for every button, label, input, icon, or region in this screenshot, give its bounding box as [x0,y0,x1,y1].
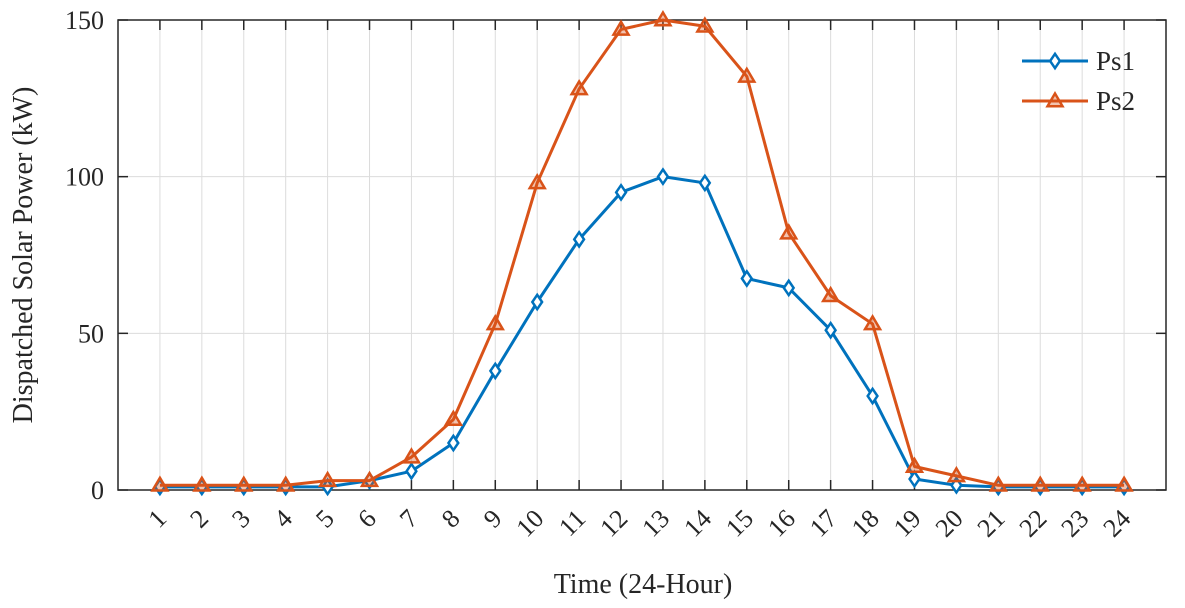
data-point-ps1 [446,433,460,453]
data-point-ps1 [405,461,418,481]
data-point-ps2 [1114,475,1134,492]
data-point-ps1 [572,229,586,249]
legend-entry-ps2: Ps2 [1022,86,1135,116]
y-tick-label: 100 [65,163,104,192]
data-point-ps2 [359,470,380,488]
legend-marker [1045,91,1065,108]
data-point-ps2 [443,409,464,426]
legend-label: Ps2 [1096,86,1135,116]
data-point-ps1 [656,167,670,187]
plot-series [150,10,1134,497]
data-point-ps1 [488,361,502,381]
series-ps2 [150,10,1134,492]
x-axis-title: Time (24-Hour) [554,569,733,600]
data-point-ps2 [1030,475,1050,492]
data-point-ps2 [401,447,422,464]
legend-label: Ps1 [1096,46,1135,76]
data-point-ps2 [192,475,212,492]
legend-marker [1048,51,1062,71]
y-tick-label: 50 [78,319,104,348]
data-point-ps2 [862,313,883,331]
data-point-ps2 [820,285,841,303]
data-point-ps2 [988,475,1009,492]
data-point-ps2 [695,16,715,33]
data-point-ps2 [737,66,757,83]
data-point-ps1 [866,386,879,406]
series-line-ps2 [159,18,1125,487]
data-point-ps2 [275,475,296,492]
data-point-ps2 [150,475,170,492]
data-point-ps2 [1072,475,1092,492]
data-point-ps1 [908,469,921,489]
data-point-ps2 [569,78,589,96]
data-point-ps2 [317,470,338,488]
data-point-ps2 [527,172,547,190]
data-point-ps2 [611,19,631,36]
data-point-ps1 [530,292,544,312]
y-axis-title: Dispatched Solar Power (kW) [8,87,39,424]
data-point-ps1 [614,182,628,202]
legend-entry-ps1: Ps1 [1022,46,1135,76]
data-point-ps1 [740,269,754,288]
y-tick-label: 0 [91,476,104,505]
data-point-ps2 [904,456,925,473]
data-point-ps1 [698,173,712,193]
y-tick-label: 150 [65,6,104,35]
data-point-ps2 [779,223,799,240]
data-point-ps2 [946,465,967,483]
data-point-ps2 [234,475,254,492]
data-point-ps2 [653,10,673,27]
data-point-ps1 [824,320,838,340]
data-point-ps2 [485,313,505,331]
plot-frame [117,19,1167,491]
data-point-ps1 [782,278,796,298]
